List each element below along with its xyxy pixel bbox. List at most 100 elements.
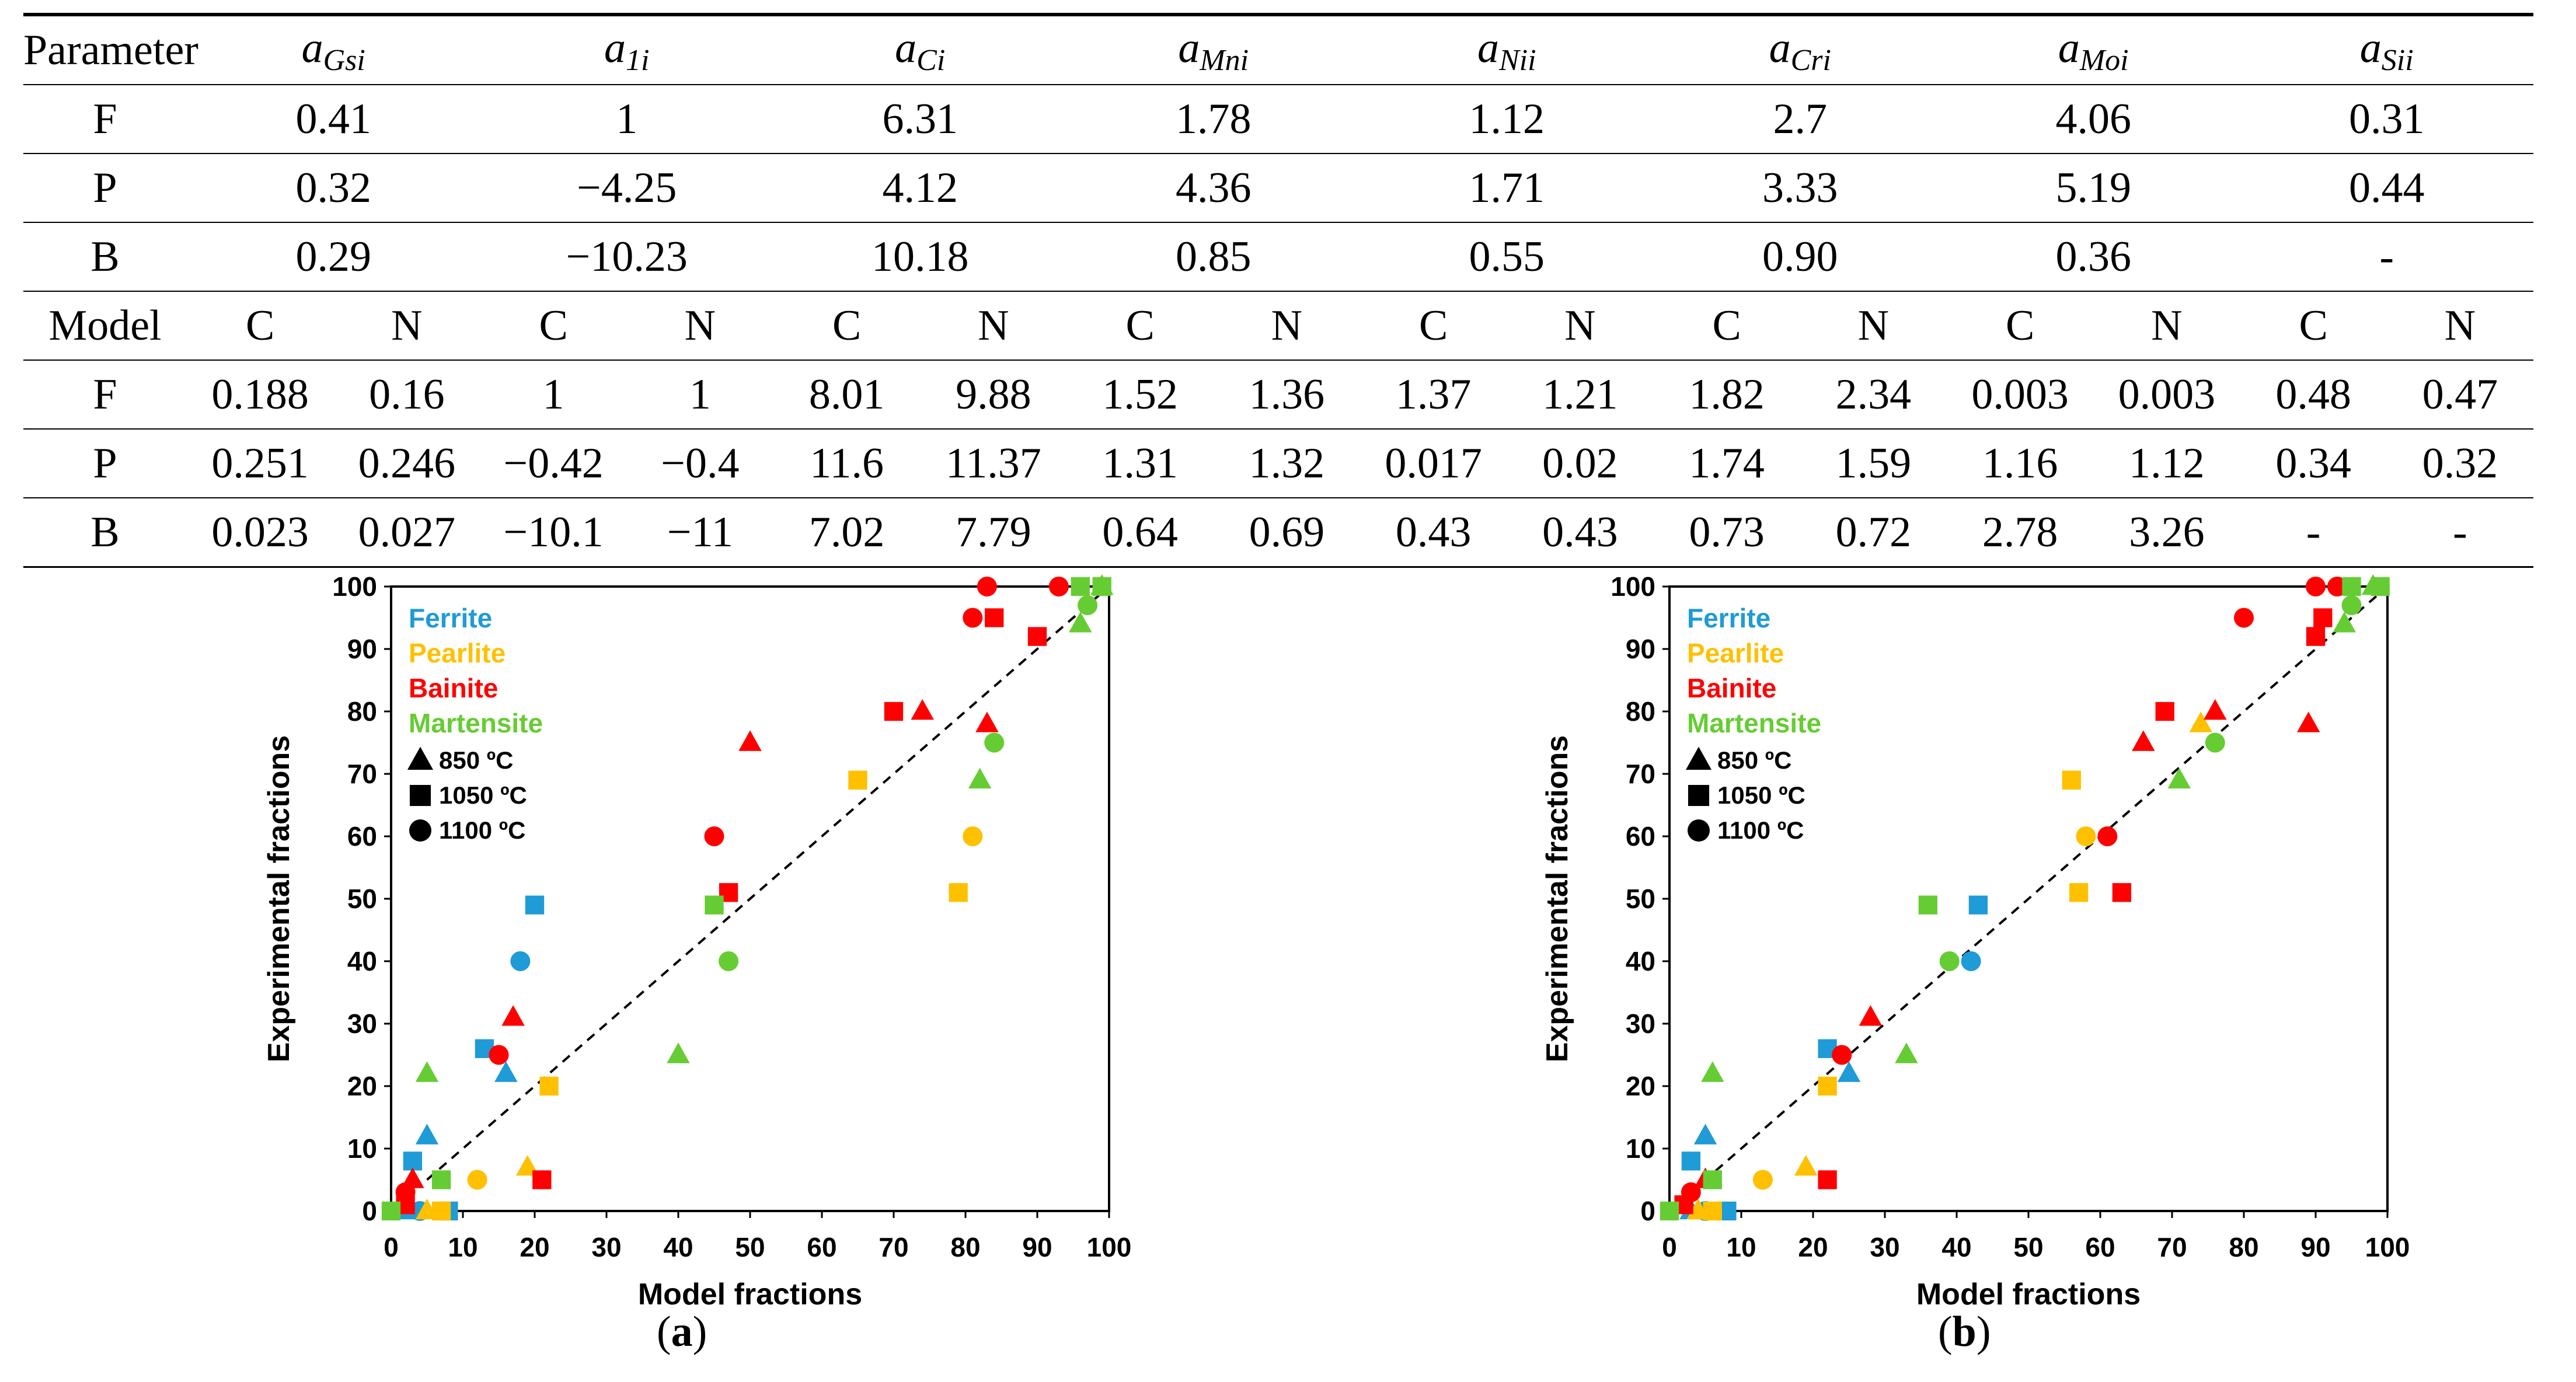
data-point-martensite <box>1071 577 1090 596</box>
legend-marker-triangle <box>1685 746 1712 770</box>
coefficients-table: Parameter aGsi a1i aCi aMni aNii aCri aM… <box>23 13 2533 568</box>
data-point-bainite <box>2306 577 2326 596</box>
data-point-bainite <box>963 608 983 628</box>
y-tick-label: 30 <box>1626 1008 1655 1039</box>
data-point-bainite <box>2234 608 2254 628</box>
model-header-row: Model C N C N C N C N C N C N C N C N <box>23 291 2533 360</box>
legend-temp-label: 1100 ºC <box>439 816 525 844</box>
data-point-pearlite <box>2076 826 2096 846</box>
legend-bainite: Bainite <box>409 673 498 703</box>
data-point-martensite <box>1939 951 1960 971</box>
param-symbol: aSii <box>2240 13 2533 85</box>
y-tick-label: 10 <box>347 1133 377 1164</box>
table-cell: 0.003 <box>2093 360 2240 429</box>
data-point-ferrite <box>510 951 531 971</box>
table-cell: 1.32 <box>1213 428 1360 498</box>
x-axis-label: Model fractions <box>638 1278 862 1307</box>
legend-marker-triangle <box>407 746 434 770</box>
row-label: F <box>23 360 187 429</box>
data-point-martensite <box>705 895 724 915</box>
scatter-chart-a: 00 10 10 20 20 30 30 40 40 50 50 60 60 70 70 80 80 90 90 10… <box>262 571 1132 1307</box>
table-cell: 0.48 <box>2240 360 2387 429</box>
param-row: B 0.29 −10.23 10.18 0.85 0.55 0.90 0.36 … <box>23 222 2533 291</box>
table-cell: 4.06 <box>1947 84 2240 153</box>
y-axis-label: Experimental fractions <box>262 735 296 1063</box>
y-tick-label: 10 <box>1626 1133 1655 1164</box>
x-tick-label: 30 <box>591 1232 621 1262</box>
data-point-bainite <box>975 711 999 732</box>
data-point-bainite <box>1027 627 1047 646</box>
subheader-cell: N <box>626 291 773 360</box>
parameter-header: Parameter <box>23 13 198 85</box>
subheader-cell: C <box>1360 291 1507 360</box>
data-point-bainite <box>2313 608 2333 627</box>
data-point-ferrite <box>1968 895 1988 915</box>
table-cell: 0.188 <box>187 360 334 429</box>
table-cell: 0.027 <box>333 497 480 568</box>
y-tick-label: 90 <box>347 634 377 664</box>
y-tick-label: 0 <box>1640 1196 1655 1226</box>
table-cell: 1.78 <box>1066 84 1360 153</box>
data-point-bainite <box>2306 627 2326 646</box>
subheader-cell: C <box>480 291 627 360</box>
param-symbol: aCri <box>1653 13 1947 85</box>
table-cell: 5.19 <box>1947 153 2240 222</box>
table-cell: −10.23 <box>480 222 773 291</box>
row-label: F <box>23 84 187 153</box>
data-point-martensite <box>381 1201 401 1221</box>
data-point-bainite <box>1832 1045 1852 1065</box>
x-tick-label: 20 <box>1798 1232 1828 1262</box>
table-cell: 1 <box>480 84 773 153</box>
data-point-martensite <box>431 1170 451 1189</box>
x-tick-label: 100 <box>1087 1232 1132 1262</box>
table-cell: 0.32 <box>2386 428 2533 498</box>
x-tick-label: 60 <box>807 1232 836 1262</box>
data-point-ferrite <box>1693 1123 1717 1144</box>
x-tick-label: 70 <box>879 1232 908 1262</box>
data-point-pearlite <box>2189 711 2212 732</box>
y-tick-label: 70 <box>347 759 377 789</box>
param-symbol: aMni <box>1066 13 1360 85</box>
data-point-pearlite <box>431 1201 451 1221</box>
legend-martensite: Martensite <box>409 708 543 738</box>
param-symbol: aCi <box>773 13 1067 85</box>
data-point-martensite <box>2333 612 2356 633</box>
data-point-bainite <box>2155 702 2174 721</box>
y-tick-label: 90 <box>1626 634 1655 664</box>
x-tick-label: 80 <box>950 1232 980 1262</box>
data-point-bainite <box>501 1005 525 1026</box>
table-cell: 1 <box>626 360 773 429</box>
legend-marker-circle <box>409 819 431 842</box>
data-point-martensite <box>1703 1170 1722 1189</box>
data-point-bainite <box>704 826 724 846</box>
table-cell: 0.16 <box>333 360 480 429</box>
table-cell: 0.85 <box>1066 222 1360 291</box>
param-symbol: aMoi <box>1947 13 2240 85</box>
table-cell: −4.25 <box>480 153 773 222</box>
table-cell: 0.32 <box>187 153 480 222</box>
legend-pearlite: Pearlite <box>1687 638 1784 668</box>
table-cell: 11.37 <box>920 428 1067 498</box>
y-tick-label: 50 <box>347 884 377 914</box>
data-point-bainite <box>977 577 997 596</box>
table-cell: 0.36 <box>1947 222 2240 291</box>
table-cell: 0.34 <box>2240 428 2387 498</box>
table-cell: 0.29 <box>187 222 480 291</box>
data-point-martensite <box>1701 1061 1724 1082</box>
legend-bainite: Bainite <box>1687 673 1776 703</box>
model-header: Model <box>23 291 187 360</box>
data-point-martensite <box>968 767 992 788</box>
table-cell: 3.26 <box>2093 497 2240 568</box>
table-cell: 2.78 <box>1947 497 2094 568</box>
table-cell: 7.02 <box>773 497 921 568</box>
subheader-cell: C <box>187 291 334 360</box>
data-point-bainite <box>2112 883 2132 902</box>
x-tick-label: 80 <box>2229 1232 2258 1262</box>
table-cell: −0.4 <box>626 428 773 498</box>
data-point-martensite <box>1092 577 1111 596</box>
table-cell: 9.88 <box>920 360 1067 429</box>
legend-marker-circle <box>1688 819 1710 842</box>
table-cell: 0.251 <box>187 428 334 498</box>
x-tick-label: 10 <box>1726 1232 1756 1262</box>
y-tick-label: 80 <box>1626 696 1655 727</box>
